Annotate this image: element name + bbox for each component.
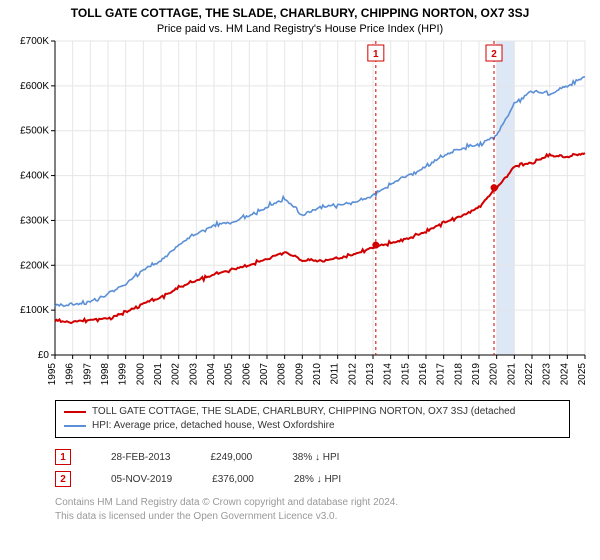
- svg-text:2007: 2007: [259, 363, 270, 386]
- legend-label-hpi: HPI: Average price, detached house, West…: [92, 419, 335, 433]
- svg-text:£500K: £500K: [20, 126, 49, 137]
- svg-text:£400K: £400K: [20, 171, 49, 182]
- svg-text:2002: 2002: [171, 363, 182, 386]
- svg-text:£100K: £100K: [20, 305, 49, 316]
- svg-text:2010: 2010: [312, 363, 323, 386]
- svg-text:£700K: £700K: [20, 36, 49, 47]
- marker-diff-2: 28% ↓ HPI: [294, 474, 341, 485]
- svg-text:2022: 2022: [524, 363, 535, 386]
- marker-badge-1: 1: [55, 449, 71, 465]
- legend-swatch-property: [64, 411, 86, 413]
- svg-text:1: 1: [373, 49, 379, 60]
- legend-item-hpi: HPI: Average price, detached house, West…: [64, 419, 561, 433]
- chart-title: TOLL GATE COTTAGE, THE SLADE, CHARLBURY,…: [0, 0, 600, 20]
- svg-text:2023: 2023: [542, 363, 553, 386]
- marker-date-2: 05-NOV-2019: [111, 474, 172, 485]
- legend-item-property: TOLL GATE COTTAGE, THE SLADE, CHARLBURY,…: [64, 405, 561, 419]
- svg-text:1998: 1998: [100, 363, 111, 386]
- svg-text:2020: 2020: [489, 363, 500, 386]
- marker-row-1: 1 28-FEB-2013 £249,000 38% ↓ HPI: [55, 446, 570, 468]
- svg-text:1997: 1997: [82, 363, 93, 386]
- price-chart: £0 £100K £200K £300K £400K £500K £600K £700K 199…: [0, 35, 600, 400]
- svg-text:£300K: £300K: [20, 215, 49, 226]
- svg-text:2021: 2021: [506, 363, 517, 386]
- svg-text:2014: 2014: [383, 363, 394, 386]
- legend-label-property: TOLL GATE COTTAGE, THE SLADE, CHARLBURY,…: [92, 405, 515, 419]
- svg-text:2003: 2003: [188, 363, 199, 386]
- svg-text:2: 2: [491, 49, 497, 60]
- footer-line-2: This data is licensed under the Open Gov…: [55, 510, 570, 524]
- svg-text:2025: 2025: [577, 363, 588, 386]
- svg-text:2017: 2017: [436, 363, 447, 386]
- svg-text:2009: 2009: [294, 363, 305, 386]
- svg-text:2018: 2018: [453, 363, 464, 386]
- svg-text:2024: 2024: [559, 363, 570, 386]
- svg-text:2004: 2004: [206, 363, 217, 386]
- svg-text:2005: 2005: [224, 363, 235, 386]
- svg-text:1999: 1999: [118, 363, 129, 386]
- svg-text:2000: 2000: [135, 363, 146, 386]
- svg-text:2013: 2013: [365, 363, 376, 386]
- marker-date-1: 28-FEB-2013: [111, 452, 170, 463]
- svg-text:2011: 2011: [330, 363, 341, 385]
- svg-text:2012: 2012: [347, 363, 358, 386]
- svg-text:2006: 2006: [241, 363, 252, 386]
- footer: Contains HM Land Registry data © Crown c…: [55, 496, 570, 523]
- marker-diff-1: 38% ↓ HPI: [292, 452, 339, 463]
- svg-text:2008: 2008: [277, 363, 288, 386]
- marker-table: 1 28-FEB-2013 £249,000 38% ↓ HPI 2 05-NO…: [55, 446, 570, 490]
- svg-text:1995: 1995: [47, 363, 58, 386]
- svg-text:£600K: £600K: [20, 81, 49, 92]
- svg-text:£200K: £200K: [20, 260, 49, 271]
- svg-text:1996: 1996: [65, 363, 76, 386]
- footer-line-1: Contains HM Land Registry data © Crown c…: [55, 496, 570, 510]
- chart-subtitle: Price paid vs. HM Land Registry's House …: [0, 20, 600, 35]
- svg-text:2015: 2015: [400, 363, 411, 386]
- svg-text:2016: 2016: [418, 363, 429, 386]
- svg-text:£0: £0: [38, 350, 50, 361]
- marker-price-2: £376,000: [212, 474, 254, 485]
- svg-text:2001: 2001: [153, 363, 164, 386]
- svg-text:2019: 2019: [471, 363, 482, 386]
- legend-swatch-hpi: [64, 425, 86, 427]
- legend: TOLL GATE COTTAGE, THE SLADE, CHARLBURY,…: [55, 400, 570, 438]
- marker-row-2: 2 05-NOV-2019 £376,000 28% ↓ HPI: [55, 468, 570, 490]
- marker-badge-2: 2: [55, 471, 71, 487]
- marker-price-1: £249,000: [210, 452, 252, 463]
